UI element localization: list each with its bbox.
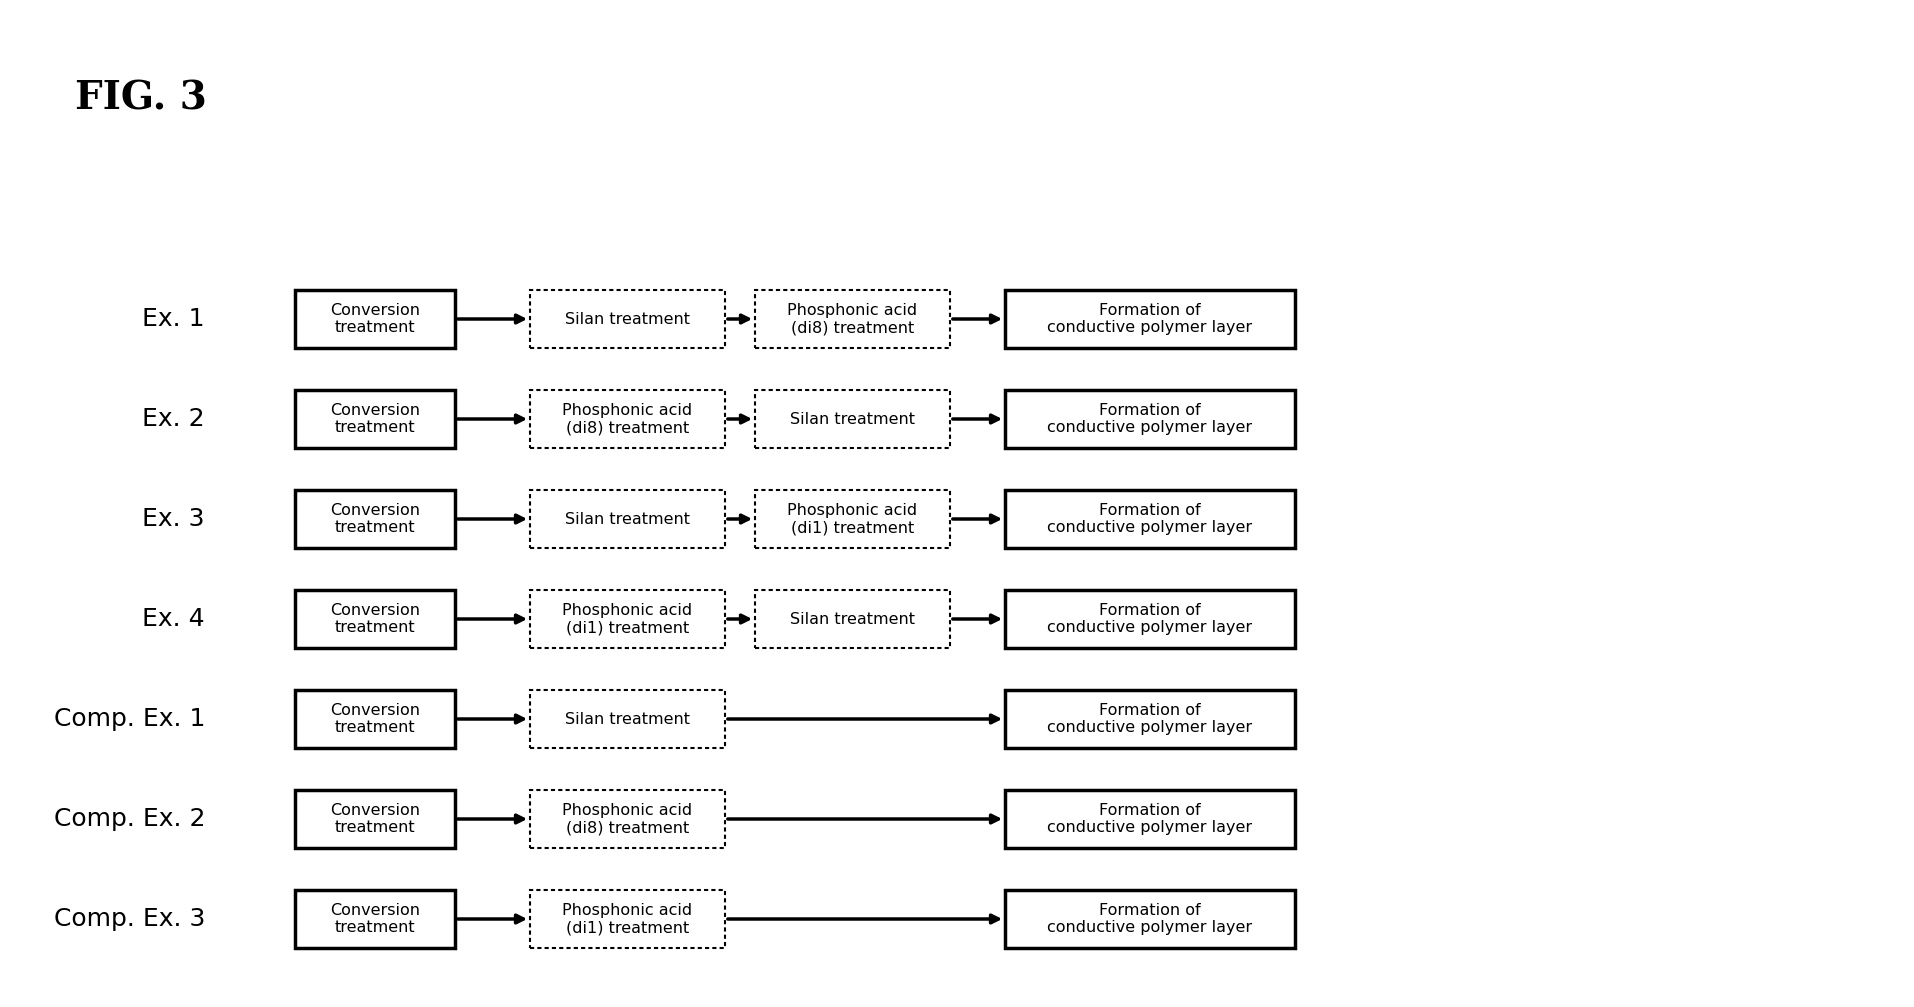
Text: Comp. Ex. 2: Comp. Ex. 2	[54, 807, 205, 831]
Bar	[295, 690, 456, 748]
Text: Conversion
treatment: Conversion treatment	[329, 803, 419, 835]
Text: Formation of
conductive polymer layer: Formation of conductive polymer layer	[1047, 703, 1252, 735]
Text: Formation of
conductive polymer layer: Formation of conductive polymer layer	[1047, 903, 1252, 936]
Bar	[530, 890, 725, 948]
Bar	[754, 390, 949, 448]
Bar	[1005, 490, 1294, 548]
Bar	[530, 790, 725, 848]
Text: Formation of
conductive polymer layer: Formation of conductive polymer layer	[1047, 603, 1252, 635]
Bar	[530, 690, 725, 748]
Bar	[295, 890, 456, 948]
Bar	[530, 390, 725, 448]
Text: Conversion
treatment: Conversion treatment	[329, 603, 419, 635]
Text: Silan treatment: Silan treatment	[565, 712, 689, 726]
Text: Ex. 2: Ex. 2	[142, 407, 205, 431]
Bar	[1005, 890, 1294, 948]
Bar	[1005, 590, 1294, 648]
Bar	[1005, 290, 1294, 348]
Text: Conversion
treatment: Conversion treatment	[329, 903, 419, 936]
Text: Formation of
conductive polymer layer: Formation of conductive polymer layer	[1047, 303, 1252, 335]
Bar	[1005, 390, 1294, 448]
Text: Ex. 3: Ex. 3	[142, 507, 205, 531]
Bar	[295, 490, 456, 548]
Text: Silan treatment: Silan treatment	[790, 611, 915, 626]
Text: Phosphonic acid
(di8) treatment: Phosphonic acid (di8) treatment	[563, 803, 693, 835]
Text: Silan treatment: Silan treatment	[565, 311, 689, 326]
Bar	[1005, 690, 1294, 748]
Bar	[530, 290, 725, 348]
Text: Conversion
treatment: Conversion treatment	[329, 703, 419, 735]
Text: Comp. Ex. 1: Comp. Ex. 1	[54, 707, 205, 731]
Text: Formation of
conductive polymer layer: Formation of conductive polymer layer	[1047, 803, 1252, 835]
Text: Formation of
conductive polymer layer: Formation of conductive polymer layer	[1047, 403, 1252, 435]
Bar	[754, 590, 949, 648]
Text: Phosphonic acid
(di8) treatment: Phosphonic acid (di8) treatment	[563, 403, 693, 435]
Text: Phosphonic acid
(di8) treatment: Phosphonic acid (di8) treatment	[787, 303, 917, 335]
Text: Conversion
treatment: Conversion treatment	[329, 303, 419, 335]
Text: Silan treatment: Silan treatment	[790, 412, 915, 427]
Bar	[1005, 790, 1294, 848]
Text: Silan treatment: Silan treatment	[565, 512, 689, 527]
Text: Comp. Ex. 3: Comp. Ex. 3	[54, 907, 205, 931]
Bar	[295, 390, 456, 448]
Text: Conversion
treatment: Conversion treatment	[329, 403, 419, 435]
Bar	[530, 590, 725, 648]
Text: Phosphonic acid
(di1) treatment: Phosphonic acid (di1) treatment	[563, 903, 693, 936]
Text: Ex. 1: Ex. 1	[142, 307, 205, 331]
Bar	[295, 590, 456, 648]
Text: Formation of
conductive polymer layer: Formation of conductive polymer layer	[1047, 502, 1252, 535]
Text: Phosphonic acid
(di1) treatment: Phosphonic acid (di1) treatment	[787, 502, 917, 535]
Bar	[530, 490, 725, 548]
Text: Ex. 4: Ex. 4	[142, 607, 205, 631]
Bar	[754, 290, 949, 348]
Text: Phosphonic acid
(di1) treatment: Phosphonic acid (di1) treatment	[563, 603, 693, 635]
Bar	[295, 290, 456, 348]
Text: Conversion
treatment: Conversion treatment	[329, 502, 419, 535]
Text: FIG. 3: FIG. 3	[75, 80, 207, 118]
Bar	[754, 490, 949, 548]
Bar	[295, 790, 456, 848]
